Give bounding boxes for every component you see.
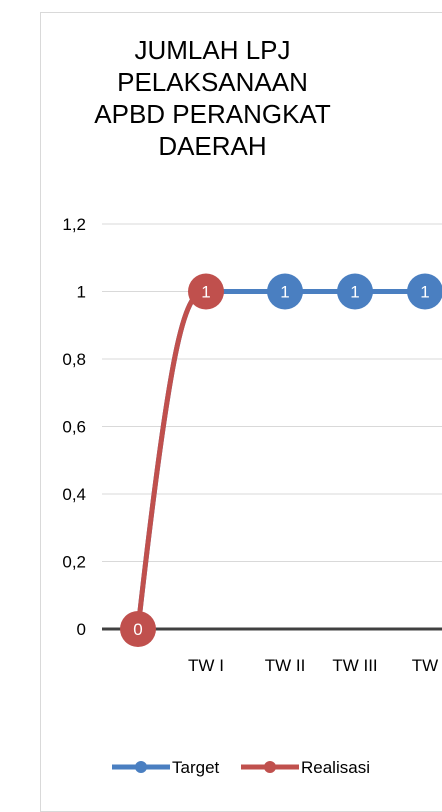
y-tick-label: 0 (77, 620, 86, 639)
data-point (120, 611, 156, 647)
x-tick-label: TW II (265, 656, 306, 675)
chart-title: JUMLAH LPJ PELAKSANAAN APBD PERANGKAT DA… (40, 34, 385, 162)
x-tick-label: TW I (188, 656, 224, 675)
data-point (407, 273, 442, 310)
y-tick-label: 0,6 (62, 418, 86, 437)
y-tick-label: 1,2 (62, 215, 86, 234)
data-point (267, 273, 303, 310)
chart-title-line-4: DAERAH (158, 131, 267, 161)
data-label: 1 (201, 283, 210, 302)
legend-label: Target (172, 758, 220, 777)
data-label: 1 (420, 283, 429, 302)
y-tick-label: 0,8 (62, 350, 86, 369)
data-label: 0 (133, 620, 142, 639)
data-label: 1 (280, 283, 289, 302)
data-label: 1 (350, 283, 359, 302)
line-chart: 0 0,2 0,4 0,6 0,8 1 1,2 TW I TW II TW III TW 1 1 1 0 1 T… (62, 215, 442, 777)
chart-title-line-1: JUMLAH LPJ (134, 35, 291, 65)
data-point (188, 273, 224, 310)
chart-title-line-2: PELAKSANAAN (117, 67, 308, 97)
chart-area (40, 12, 442, 812)
x-tick-label: TW III (332, 656, 377, 675)
data-point (337, 273, 373, 310)
legend-label: Realisasi (301, 758, 370, 777)
legend-swatch-marker (264, 761, 276, 773)
y-tick-label: 1 (77, 283, 86, 302)
chart-title-line-3: APBD PERANGKAT (94, 99, 331, 129)
legend-swatch-marker (135, 761, 147, 773)
series-line-realisasi (135, 289, 209, 632)
x-tick-label: TW (412, 656, 438, 675)
series-line-target (135, 289, 428, 632)
y-tick-label: 0,4 (62, 485, 86, 504)
y-tick-label: 0,2 (62, 553, 86, 572)
